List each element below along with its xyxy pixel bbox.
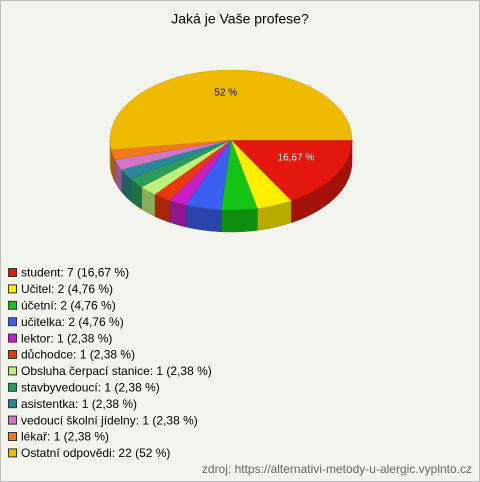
legend-swatch: [8, 268, 17, 277]
legend-label: lektor: 1 (2,38 %): [21, 331, 112, 345]
chart-title: Jaká je Vaše profese?: [171, 11, 309, 27]
legend-swatch: [8, 399, 17, 409]
slice: [109, 69, 353, 150]
legend-label: stavbyvedoucí: 1 (2,38 %): [21, 380, 160, 394]
source: zdroj: https://alternativi-metody-u-aler…: [202, 462, 472, 476]
value-label: 52 %: [214, 87, 237, 98]
legend-label: lékař: 1 (2,38 %): [21, 430, 109, 444]
legend-swatch: [8, 350, 17, 359]
legend-label: Ostatní odpovědi: 22 (52 %): [21, 446, 170, 460]
legend-swatch: [8, 415, 17, 425]
legend-label: účetní: 2 (4,76 %): [21, 298, 116, 312]
legend-label: Obsluha čerpací stanice: 1 (2,38 %): [21, 364, 212, 378]
legend-label: vedoucí školní jídelny: 1 (2,38 %): [21, 413, 198, 427]
legend-label: asistentka: 1 (2,38 %): [21, 397, 137, 411]
legend-swatch: [8, 317, 17, 327]
legend-swatch: [8, 333, 17, 343]
legend-swatch: [8, 448, 17, 458]
legend-swatch: [8, 366, 17, 376]
legend-swatch: [8, 300, 17, 310]
slice-side: [220, 208, 258, 233]
legend-label: učitelka: 2 (4,76 %): [21, 315, 124, 329]
legend-swatch: [8, 284, 17, 294]
legend-swatch: [8, 432, 17, 441]
legend-label: důchodce: 1 (2,38 %): [21, 348, 135, 362]
value-label: 16,67 %: [278, 152, 315, 163]
legend-label: Učitel: 2 (4,76 %): [21, 282, 113, 296]
legend-label: student: 7 (16,67 %): [21, 266, 129, 280]
slice: [230, 139, 353, 202]
legend-swatch: [8, 382, 17, 392]
